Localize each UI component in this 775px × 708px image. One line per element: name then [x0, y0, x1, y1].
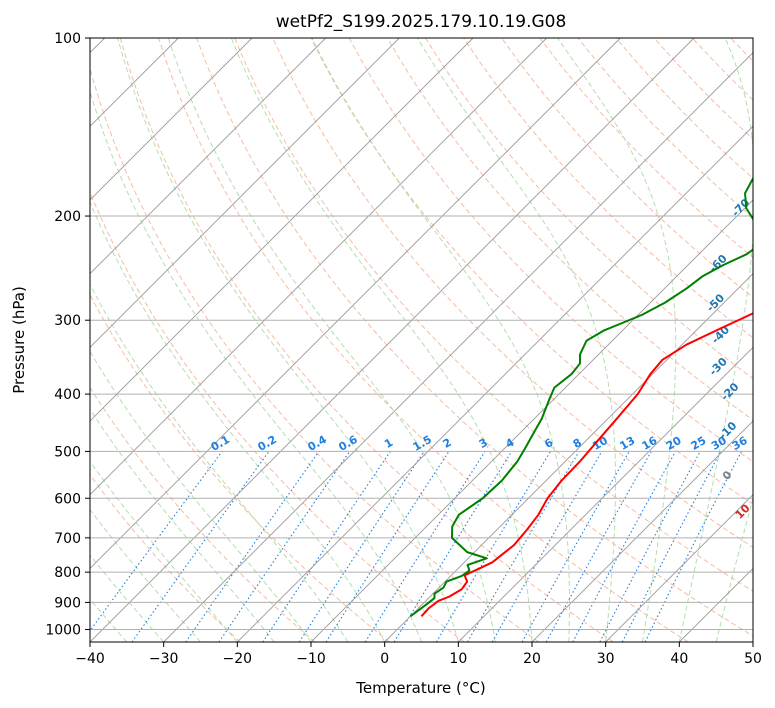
mixing-ratio-line — [621, 451, 722, 642]
isotherm-line — [458, 346, 753, 642]
x-tick-label: 20 — [523, 651, 541, 667]
isotherm-line — [90, 38, 695, 642]
mixing-ratio-line — [644, 451, 742, 642]
y-tick-label: 800 — [54, 565, 81, 581]
y-axis: 100 200 300 400 500 600 700 800 900 1000 — [45, 31, 90, 638]
mixing-ratio-line — [262, 451, 391, 642]
y-tick-label: 300 — [54, 313, 81, 329]
x-tick-label: 0 — [380, 651, 389, 667]
mixing-ratio-line — [393, 451, 513, 642]
moist-adiabat — [90, 408, 275, 642]
mixing-ratio-line — [325, 451, 450, 642]
dry-adiabat — [424, 38, 753, 380]
isotherm-line — [384, 273, 753, 642]
x-axis: −40 −30 −20 −10 0 10 20 30 40 50 — [75, 642, 762, 667]
mixing-ratio-line — [521, 451, 630, 642]
mixing-ratio-line — [218, 451, 351, 642]
mixing-ratio-line — [545, 451, 652, 642]
y-tick-label: 600 — [54, 491, 81, 507]
isotherm-line — [163, 52, 753, 642]
moist-adiabat — [678, 38, 753, 642]
y-tick-label: 200 — [54, 209, 81, 225]
x-tick-label: 30 — [597, 651, 615, 667]
y-axis-title: Pressure (hPa) — [10, 286, 28, 394]
dry-adiabat — [90, 473, 241, 642]
y-tick-label: 500 — [54, 444, 81, 460]
x-tick-label: −40 — [75, 651, 105, 667]
isotherm-line — [90, 38, 253, 201]
gridlines — [90, 38, 753, 642]
mixing-ratio-line — [185, 451, 320, 642]
isotherm-line — [90, 38, 400, 348]
x-tick-label: −10 — [296, 651, 326, 667]
dry-adiabat — [90, 191, 465, 642]
moist-adiabat — [117, 38, 459, 642]
dewpoint-line — [409, 176, 753, 618]
isotherm-line — [310, 199, 753, 642]
x-axis-title: Temperature (°C) — [355, 679, 485, 697]
dry-adiabat — [158, 38, 689, 642]
temperature-line — [420, 312, 753, 617]
dry-adiabat — [90, 293, 390, 642]
moist-adiabat — [416, 38, 617, 642]
dry-adiabat — [119, 38, 614, 642]
mixing-ratio-line — [298, 451, 425, 642]
x-tick-label: −20 — [223, 651, 253, 667]
x-tick-label: −30 — [149, 651, 179, 667]
mixing-ratio-line — [90, 451, 223, 632]
moist-adiabat — [715, 496, 753, 642]
dry-adiabat — [463, 38, 753, 339]
isotherm-line — [90, 38, 621, 569]
chart-title: wetPf2_S199.2025.179.10.19.G08 — [276, 12, 567, 32]
dry-adiabat — [90, 386, 316, 642]
isotherm-line — [90, 38, 547, 496]
moist-adiabat — [90, 283, 349, 642]
moist-adiabat — [311, 38, 570, 642]
moist-adiabat — [90, 460, 238, 642]
moist-adiabat — [167, 38, 496, 642]
y-tick-label: 100 — [54, 31, 81, 47]
isotherm-line — [237, 125, 753, 642]
dry-adiabat — [234, 38, 753, 592]
moist-adiabat — [90, 201, 386, 642]
x-tick-label: 40 — [670, 651, 688, 667]
y-tick-label: 400 — [54, 387, 81, 403]
isotherm-line — [531, 420, 753, 642]
moist-adiabat — [557, 38, 677, 642]
dry-adiabat — [348, 38, 753, 463]
y-tick-label: 1000 — [45, 622, 81, 638]
plot-frame — [89, 37, 754, 643]
x-tick-label: 50 — [744, 651, 762, 667]
dry-adiabat — [90, 66, 540, 642]
isotherm-line — [90, 38, 474, 422]
y-tick-label: 900 — [54, 595, 81, 611]
series-layer — [409, 176, 753, 618]
y-tick-label: 700 — [54, 531, 81, 547]
x-tick-label: 10 — [449, 651, 467, 667]
isotherm-line — [605, 494, 753, 642]
mixing-ratio-line — [572, 451, 677, 642]
isotherm-line — [90, 38, 326, 275]
moist-adiabat — [230, 38, 533, 642]
